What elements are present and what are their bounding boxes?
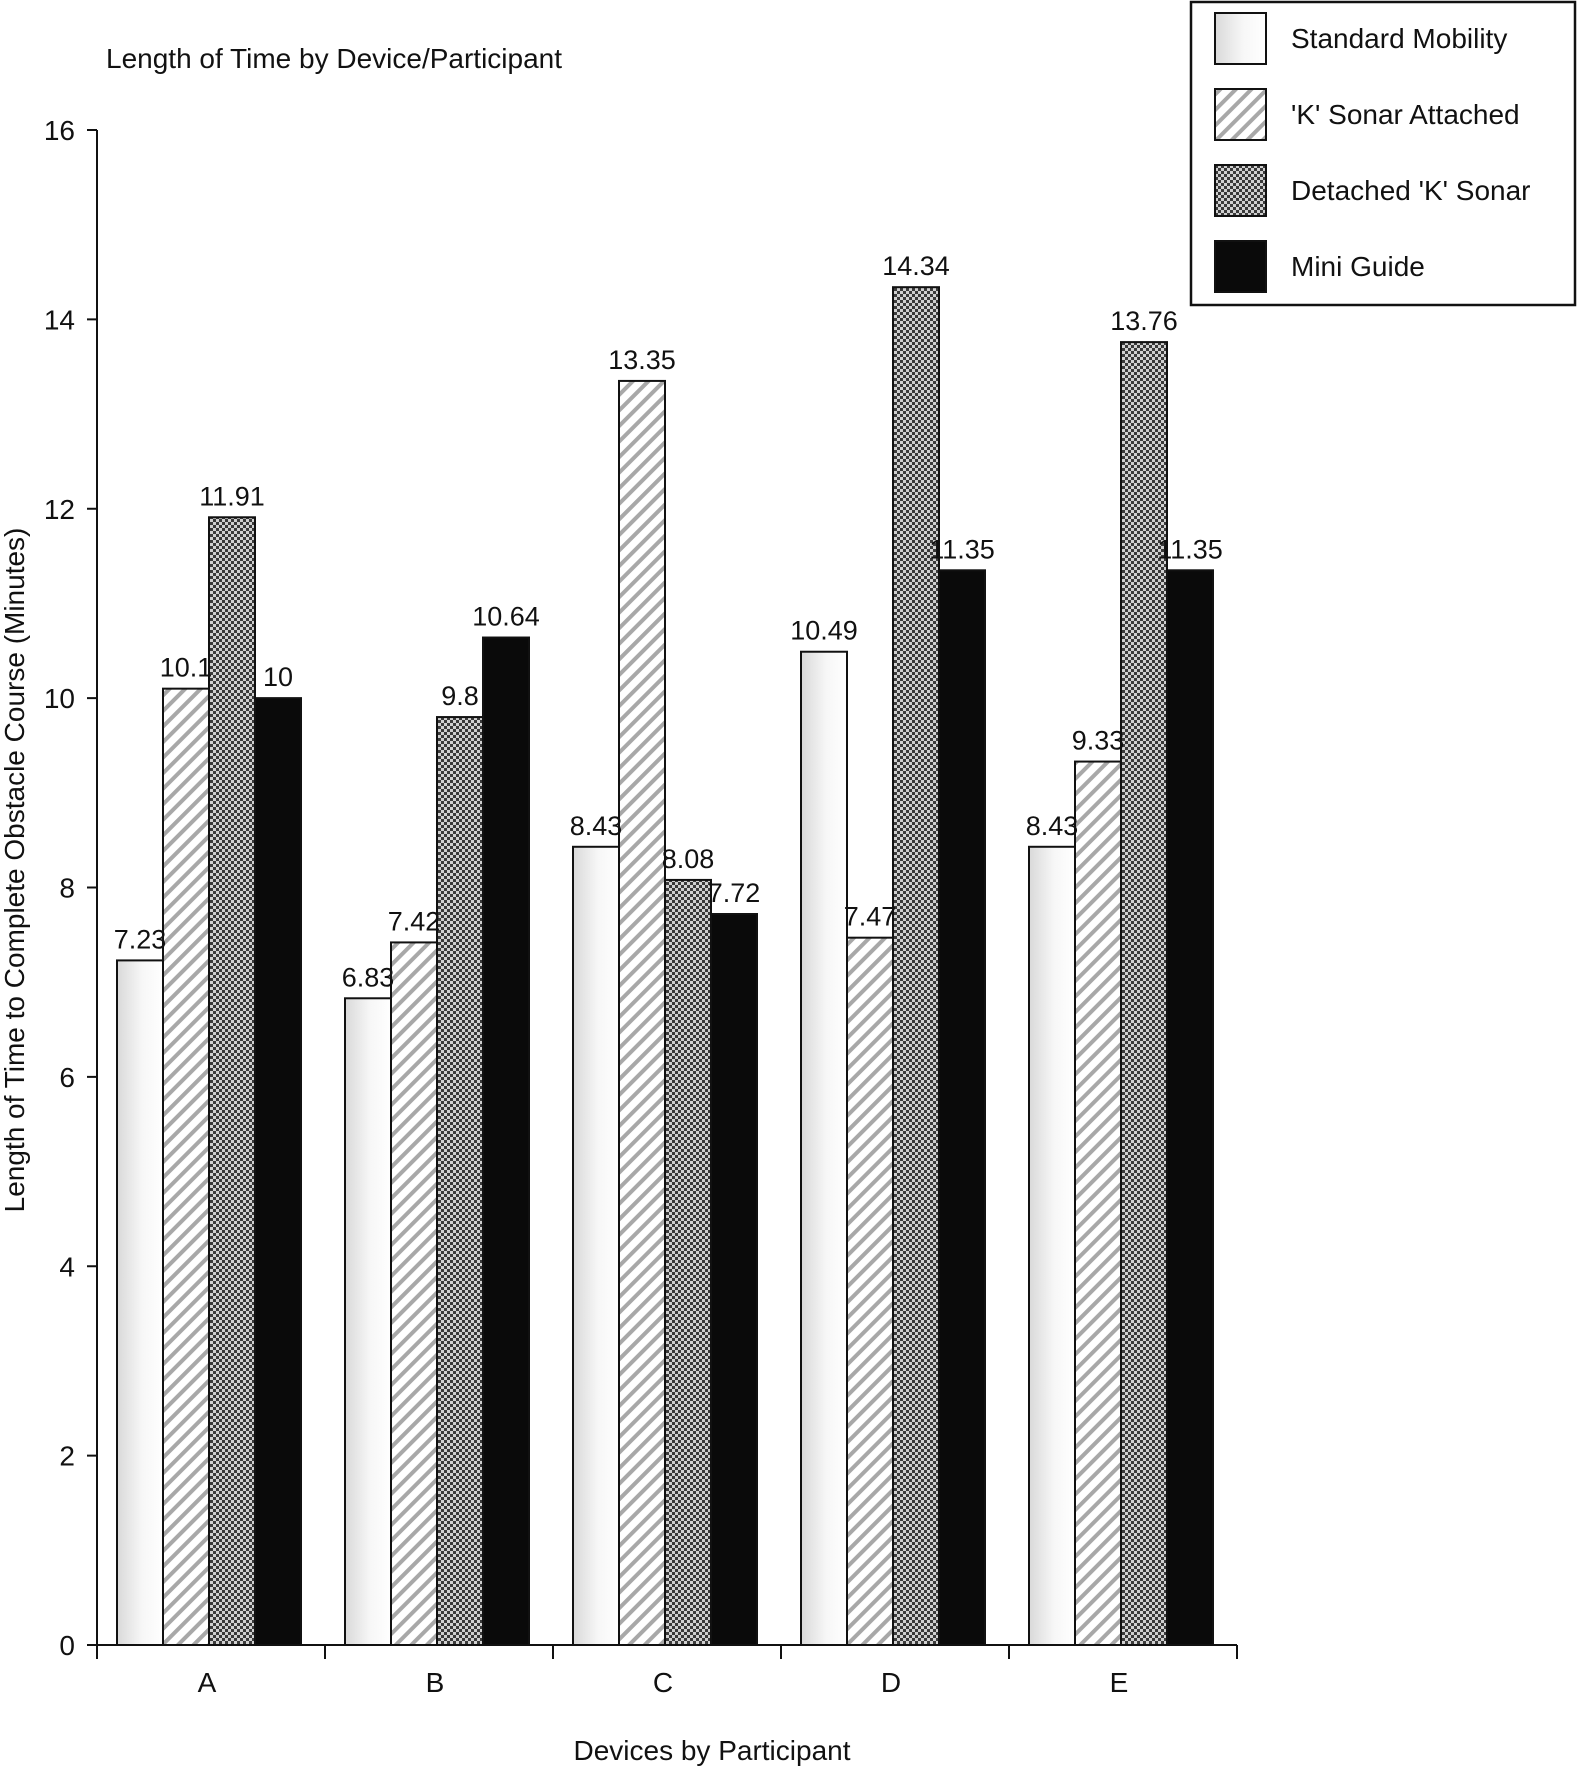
bar	[800, 650, 848, 1646]
x-tick-label: E	[1110, 1667, 1129, 1698]
data-label: 10	[263, 662, 293, 692]
y-tick-label: 0	[59, 1630, 75, 1661]
data-label: 11.35	[1157, 534, 1223, 564]
data-label: 7.23	[114, 924, 167, 954]
data-label: 14.34	[882, 251, 950, 281]
bar	[390, 941, 438, 1646]
bar	[436, 716, 484, 1646]
legend: Standard Mobility 'K' Sonar Attached Detac…	[1189, 0, 1577, 307]
data-label: 6.83	[342, 962, 395, 992]
data-label: 13.35	[608, 345, 676, 375]
bar	[254, 697, 302, 1646]
x-axis-label: Devices by Participant	[573, 1735, 850, 1766]
data-label: 10.1	[160, 653, 213, 683]
y-tick-label: 2	[59, 1441, 75, 1472]
bar	[1120, 341, 1168, 1647]
y-tick-label: 12	[44, 494, 75, 525]
data-label: 8.08	[662, 844, 715, 874]
data-label: 11.91	[199, 481, 265, 511]
data-label: 10.49	[790, 616, 858, 646]
x-tick-label: B	[426, 1667, 445, 1698]
legend-label: Detached 'K' Sonar	[1291, 175, 1531, 206]
data-label: 7.47	[844, 902, 897, 932]
bar	[618, 379, 666, 1646]
x-tick-label: D	[881, 1667, 901, 1698]
y-tick-label: 4	[59, 1251, 75, 1282]
bar	[208, 516, 256, 1646]
bar	[162, 687, 210, 1646]
data-label: 11.35	[929, 534, 995, 564]
bar	[892, 286, 940, 1646]
y-tick-label: 6	[59, 1062, 75, 1093]
bar	[482, 636, 530, 1646]
bar	[1166, 569, 1214, 1646]
data-labels-group: 7.23 6.83 8.43 10.49 8.43 10.1 7.42 13.35 7.47 9.…	[114, 251, 1223, 992]
y-tick-label: 10	[44, 683, 75, 714]
bar	[1028, 845, 1076, 1646]
bar	[846, 936, 894, 1646]
data-label: 9.33	[1072, 726, 1125, 756]
chart-title: Length of Time by Device/Participant	[106, 43, 562, 74]
bar	[116, 959, 164, 1646]
y-axis-label: Length of Time to Complete Obstacle Cour…	[0, 528, 30, 1213]
data-label: 7.42	[388, 906, 441, 936]
legend-swatch	[1214, 88, 1267, 141]
y-tick-label: 16	[44, 115, 75, 146]
legend-label: Standard Mobility	[1291, 23, 1507, 54]
data-label: 13.76	[1110, 306, 1178, 336]
legend-swatch	[1214, 12, 1267, 65]
bar	[572, 845, 620, 1646]
bars-group	[116, 286, 1214, 1647]
data-label: 7.72	[708, 878, 761, 908]
y-tick-label: 8	[59, 873, 75, 904]
y-tick-label: 14	[44, 304, 75, 335]
bar	[938, 569, 986, 1646]
bar	[664, 878, 712, 1646]
x-tick-label: C	[653, 1667, 673, 1698]
bar	[344, 997, 392, 1646]
data-label: 9.8	[441, 681, 479, 711]
legend-swatch	[1214, 164, 1267, 217]
bar	[710, 913, 758, 1646]
legend-label: 'K' Sonar Attached	[1291, 99, 1520, 130]
bar	[1074, 760, 1122, 1646]
legend-label: Mini Guide	[1291, 251, 1425, 282]
data-label: 8.43	[570, 811, 623, 841]
data-label: 8.43	[1026, 811, 1079, 841]
legend-swatch	[1214, 240, 1267, 293]
data-label: 10.64	[472, 602, 540, 632]
x-tick-label: A	[198, 1667, 217, 1698]
